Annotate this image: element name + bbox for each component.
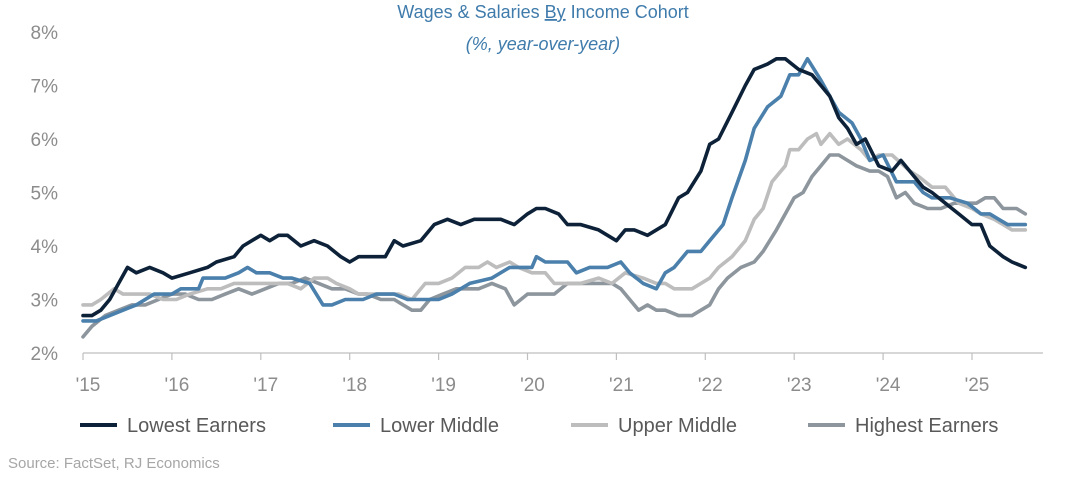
legend-label: Lowest Earners <box>127 415 266 437</box>
x-tick-label: '19 <box>431 375 456 396</box>
x-tick-label: '15 <box>76 375 101 396</box>
series-line-lower-middle <box>81 56 1028 323</box>
x-axis: '15 '16 '17 '18 '19 '20 '21 '22 '23 '24 '25 <box>76 353 990 396</box>
series-lines <box>81 56 1028 339</box>
y-tick-label: 6% <box>31 130 59 151</box>
x-tick-label: '16 <box>165 375 190 396</box>
chart-subtitle: (%, year-over-year) <box>466 34 620 54</box>
x-tick-label: '22 <box>698 375 723 396</box>
y-tick-label: 5% <box>31 184 59 205</box>
y-tick-label: 3% <box>31 291 59 312</box>
x-tick-label: '21 <box>609 375 634 396</box>
legend-label: Upper Middle <box>618 415 737 437</box>
series-line-lowest <box>81 56 1028 318</box>
x-tick-label: '23 <box>787 375 812 396</box>
chart-title-part3: Income Cohort <box>566 2 689 22</box>
series-line-highest <box>81 153 1028 339</box>
x-tick-label: '24 <box>876 375 901 396</box>
x-tick-label: '20 <box>520 375 545 396</box>
chart-title: Wages & Salaries By Income Cohort <box>397 2 688 22</box>
chart-title-part1: Wages & Salaries <box>397 2 544 22</box>
y-tick-label: 8% <box>31 23 59 44</box>
source-note: Source: FactSet, RJ Economics <box>8 455 220 472</box>
legend-label: Lower Middle <box>380 415 499 437</box>
legend-label: Highest Earners <box>855 415 998 437</box>
x-tick-label: '17 <box>253 375 278 396</box>
x-tick-label: '18 <box>342 375 367 396</box>
y-tick-label: 4% <box>31 237 59 258</box>
legend: Lowest Earners Lower Middle Upper Middle Hi… <box>80 415 998 437</box>
x-tick-label: '25 <box>965 375 990 396</box>
chart-title-by: By <box>545 2 566 22</box>
y-tick-label: 2% <box>31 344 59 365</box>
y-axis: 8% 7% 6% 5% 4% 3% 2% <box>31 23 59 365</box>
y-tick-label: 7% <box>31 77 59 98</box>
